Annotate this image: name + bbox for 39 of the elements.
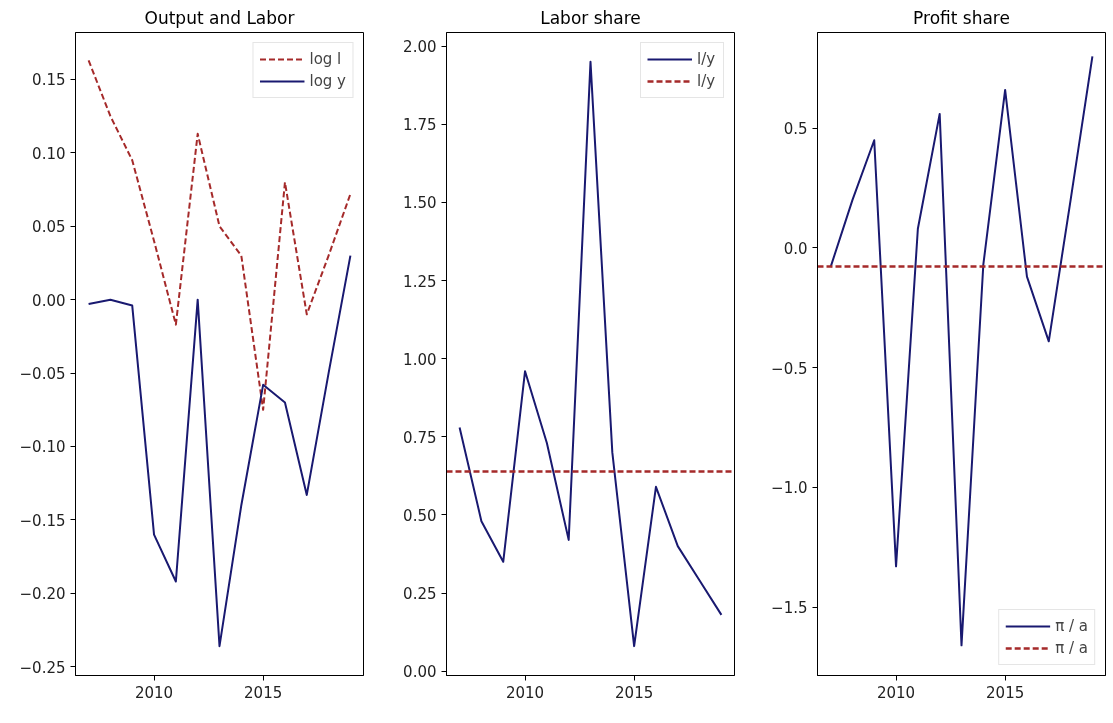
y-tick-label: 0.15 xyxy=(32,71,66,90)
x-tick-label: 2015 xyxy=(615,683,654,702)
y-tick-label: −1.0 xyxy=(771,479,808,498)
chart-title: Profit share xyxy=(913,7,1010,28)
legend-label: π / a xyxy=(1055,639,1088,657)
y-tick-label: −1.5 xyxy=(771,599,808,618)
y-tick-label: 0.25 xyxy=(403,585,437,604)
y-tick-label: 0.50 xyxy=(403,506,437,525)
x-tick-label: 2010 xyxy=(876,683,916,702)
y-tick-label: 0.0 xyxy=(783,239,808,258)
y-tick-label: 1.50 xyxy=(403,194,437,213)
legend-label: π / a xyxy=(1055,617,1088,635)
y-tick-label: 1.25 xyxy=(403,272,437,291)
y-tick-label: 0.75 xyxy=(403,428,437,447)
y-tick-label: 2.00 xyxy=(403,38,437,57)
x-tick-label: 2015 xyxy=(986,683,1025,702)
y-tick-label: −0.25 xyxy=(19,658,66,677)
y-tick-label: 0.05 xyxy=(32,218,66,237)
y-tick-label: 0.00 xyxy=(403,663,437,682)
chart-title: Labor share xyxy=(540,7,641,28)
y-tick-label: 0.10 xyxy=(32,144,66,163)
line-series xyxy=(87,254,352,648)
y-tick-label: 0.5 xyxy=(783,120,808,139)
y-tick-label: −0.10 xyxy=(19,438,66,457)
y-tick-label: 1.75 xyxy=(403,116,437,135)
legend-label: l/y xyxy=(697,72,717,90)
legend-label: log l xyxy=(309,50,342,68)
x-tick-label: 2010 xyxy=(505,683,545,702)
y-tick-label: 1.00 xyxy=(403,350,437,369)
y-tick-label: −0.20 xyxy=(19,585,66,604)
y-tick-label: −0.5 xyxy=(771,359,808,378)
chart-title: Output and Labor xyxy=(144,7,295,28)
x-tick-label: 2010 xyxy=(134,683,174,702)
x-tick-label: 2015 xyxy=(244,683,283,702)
y-tick-label: 0.00 xyxy=(32,291,66,310)
y-tick-label: −0.15 xyxy=(19,511,66,530)
legend-label: log y xyxy=(309,72,346,90)
y-tick-label: −0.05 xyxy=(19,365,66,384)
legend-label: l/y xyxy=(697,50,717,68)
